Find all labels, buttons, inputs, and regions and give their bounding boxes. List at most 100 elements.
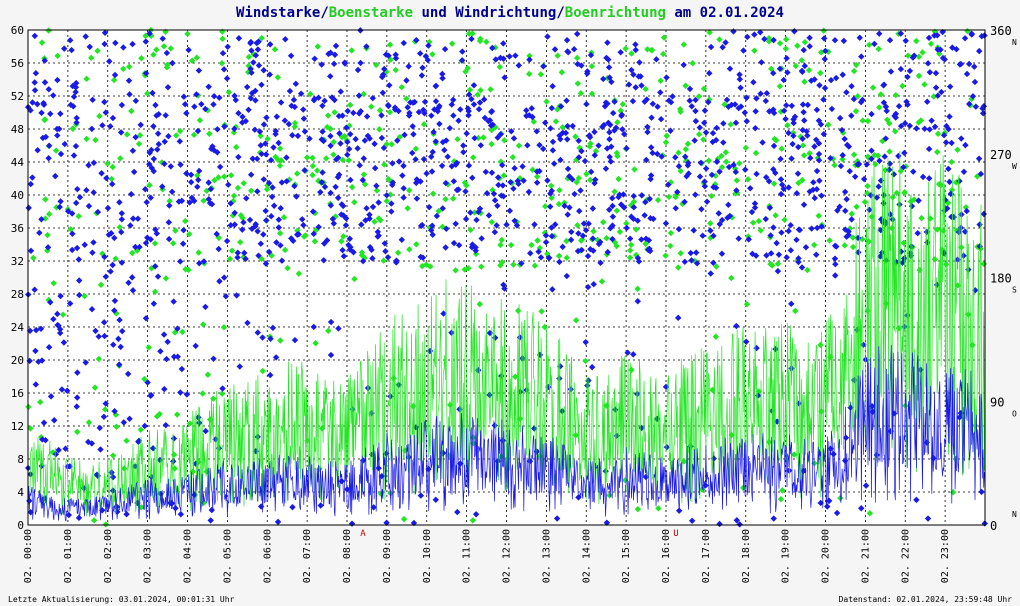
- gust-direction-point: [116, 224, 123, 231]
- gust-direction-point: [95, 355, 103, 363]
- wind-direction-point: [301, 128, 309, 135]
- gust-direction-point: [461, 179, 469, 186]
- wind-direction-point: [718, 250, 726, 257]
- gust-direction-point: [330, 138, 337, 146]
- gust-direction-point: [619, 101, 627, 108]
- wind-direction-point: [176, 138, 184, 145]
- wind-direction-point: [57, 198, 64, 205]
- wind-direction-point: [429, 148, 436, 156]
- wind-direction-point: [331, 96, 338, 104]
- wind-direction-point: [795, 255, 802, 262]
- wind-direction-point: [453, 186, 461, 194]
- wind-direction-point: [762, 215, 769, 223]
- x-tick-label: 02. 07:00: [302, 529, 313, 583]
- wind-direction-point: [422, 53, 430, 60]
- wind-direction-point: [383, 192, 390, 199]
- wind-direction-point: [641, 98, 648, 105]
- wind-direction-point: [693, 260, 701, 267]
- gust-direction-point: [225, 89, 233, 96]
- wind-direction-point: [202, 303, 209, 311]
- wind-direction-point: [707, 270, 714, 277]
- gust-direction-point: [910, 196, 918, 203]
- gust-direction-point: [94, 47, 101, 55]
- gust-direction-point: [41, 116, 48, 124]
- wind-direction-point: [152, 263, 159, 270]
- wind-direction-point: [379, 71, 387, 78]
- gust-direction-point: [294, 227, 301, 234]
- wind-direction-point: [778, 229, 785, 236]
- wind-direction-point: [248, 47, 255, 54]
- gust-direction-point: [156, 410, 163, 418]
- wind-direction-point: [165, 219, 173, 226]
- x-tick-label: 02. 17:00: [701, 529, 712, 583]
- wind-direction-point: [511, 165, 518, 172]
- gust-direction-point: [488, 218, 496, 226]
- wind-direction-point: [801, 117, 808, 124]
- wind-direction-point: [619, 126, 626, 133]
- wind-direction-point: [134, 215, 142, 222]
- wind-direction-point: [54, 310, 61, 318]
- gust-direction-point: [325, 327, 332, 335]
- wind-direction-point: [100, 319, 108, 326]
- wind-direction-point: [630, 192, 637, 200]
- gust-direction-point: [869, 84, 877, 91]
- gust-direction-point: [496, 63, 504, 71]
- wind-direction-point: [27, 247, 35, 254]
- wind-direction-point: [55, 446, 62, 454]
- wind-direction-point: [925, 145, 933, 153]
- wind-direction-point: [185, 46, 192, 54]
- wind-direction-point: [371, 140, 378, 148]
- wind-direction-point: [485, 117, 492, 125]
- gust-direction-point: [667, 179, 675, 186]
- wind-direction-point: [317, 188, 324, 196]
- wind-direction-point: [860, 175, 868, 183]
- gust-direction-point: [891, 128, 899, 135]
- wind-direction-point: [336, 130, 343, 137]
- wind-direction-point: [536, 167, 543, 175]
- gust-direction-point: [166, 197, 173, 205]
- wind-direction-point: [886, 166, 893, 173]
- x-tick-label: 02. 15:00: [621, 529, 632, 583]
- gust-direction-point: [874, 152, 882, 159]
- wind-direction-point: [492, 56, 499, 63]
- wind-direction-point: [207, 517, 214, 524]
- wind-direction-point: [300, 221, 307, 229]
- wind-direction-point: [696, 124, 704, 131]
- gust-direction-point: [798, 57, 805, 64]
- wind-direction-point: [265, 248, 273, 256]
- gust-direction-point: [386, 41, 394, 48]
- wind-direction-point: [436, 120, 443, 128]
- wind-direction-point: [687, 249, 694, 257]
- wind-direction-point: [725, 201, 732, 209]
- wind-direction-point: [906, 67, 914, 75]
- wind-direction-point: [339, 246, 346, 254]
- wind-direction-point: [154, 273, 162, 280]
- gust-direction-point: [628, 202, 635, 209]
- wind-direction-point: [883, 107, 890, 115]
- gust-direction-point: [700, 85, 708, 92]
- wind-direction-point: [851, 173, 859, 180]
- wind-direction-point: [815, 157, 823, 164]
- gust-direction-point: [276, 230, 284, 237]
- wind-direction-point: [728, 101, 735, 109]
- wind-direction-point: [549, 286, 556, 293]
- wind-direction-point: [843, 233, 850, 240]
- wind-direction-point: [901, 120, 909, 127]
- gust-direction-point: [83, 135, 90, 143]
- wind-direction-point: [751, 200, 759, 207]
- gust-direction-point: [316, 465, 323, 473]
- wind-direction-point: [658, 153, 665, 160]
- wind-direction-point: [64, 208, 72, 215]
- gust-direction-point: [27, 425, 34, 432]
- wind-direction-point: [31, 32, 39, 40]
- wind-direction-point: [119, 327, 126, 335]
- compass-direction-label: N: [1012, 510, 1017, 519]
- wind-direction-point: [31, 87, 39, 94]
- wind-direction-point: [469, 174, 476, 182]
- wind-direction-point: [327, 49, 334, 56]
- wind-direction-point: [564, 48, 571, 55]
- wind-direction-point: [219, 50, 227, 57]
- wind-direction-point: [258, 81, 265, 88]
- wind-direction-point: [339, 112, 346, 119]
- gust-direction-point: [877, 91, 885, 98]
